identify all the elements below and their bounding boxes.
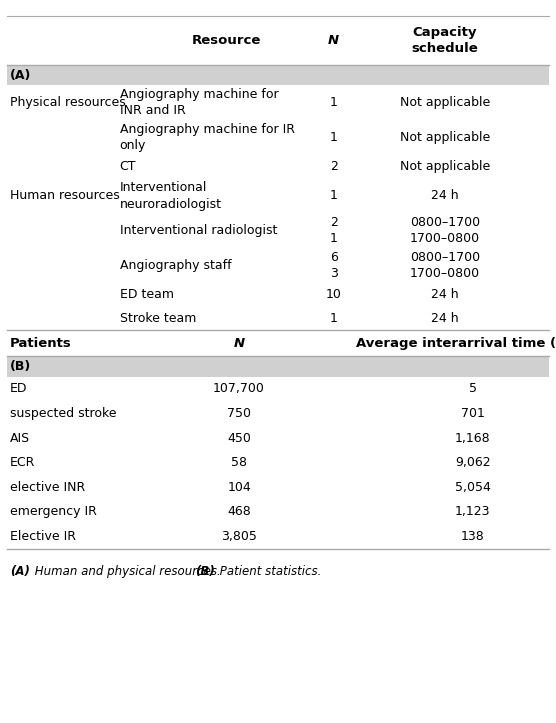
Text: 5: 5 — [469, 382, 476, 395]
Text: Interventional radiologist: Interventional radiologist — [120, 224, 277, 237]
Text: (B): (B) — [10, 360, 31, 373]
Text: elective INR: elective INR — [10, 481, 85, 494]
Text: suspected stroke: suspected stroke — [10, 407, 117, 420]
Text: 0800–1700
1700–0800: 0800–1700 1700–0800 — [410, 216, 480, 245]
Text: 107,700: 107,700 — [213, 382, 265, 395]
Text: 1,168: 1,168 — [455, 432, 490, 445]
Text: Patients: Patients — [10, 337, 72, 350]
Text: 1: 1 — [330, 312, 337, 325]
Text: 2
1: 2 1 — [330, 216, 337, 245]
Text: 3,805: 3,805 — [221, 530, 257, 543]
Text: 1,123: 1,123 — [455, 505, 490, 518]
Text: Angiography machine for IR
only: Angiography machine for IR only — [120, 123, 295, 152]
Text: Stroke team: Stroke team — [120, 312, 196, 325]
Text: 138: 138 — [461, 530, 484, 543]
Text: $\bfit{N}$: $\bfit{N}$ — [327, 34, 340, 47]
Text: (A): (A) — [10, 565, 30, 578]
Text: 9,062: 9,062 — [455, 456, 490, 469]
Bar — [7, 356, 549, 377]
Text: Human resources: Human resources — [10, 189, 120, 202]
Text: Capacity
schedule: Capacity schedule — [411, 26, 478, 55]
Text: Physical resources: Physical resources — [10, 96, 126, 109]
Text: 6
3: 6 3 — [330, 251, 337, 280]
Text: Not applicable: Not applicable — [400, 131, 490, 144]
Text: Patient statistics.: Patient statistics. — [216, 565, 322, 578]
Text: Average interarrival time (min): Average interarrival time (min) — [356, 337, 556, 350]
Text: 0800–1700
1700–0800: 0800–1700 1700–0800 — [410, 251, 480, 280]
Text: (A): (A) — [10, 69, 31, 82]
Text: 24 h: 24 h — [431, 189, 459, 202]
Text: 5,054: 5,054 — [455, 481, 490, 494]
Text: 701: 701 — [461, 407, 484, 420]
Text: Not applicable: Not applicable — [400, 161, 490, 173]
Text: 1: 1 — [330, 131, 337, 144]
Text: $\bfit{N}$: $\bfit{N}$ — [232, 337, 246, 350]
Text: Not applicable: Not applicable — [400, 96, 490, 109]
Text: 2: 2 — [330, 161, 337, 173]
Text: (B): (B) — [195, 565, 215, 578]
Text: ED team: ED team — [120, 288, 173, 301]
Text: Angiography machine for
INR and IR: Angiography machine for INR and IR — [120, 88, 278, 117]
Bar — [7, 65, 549, 85]
Text: ED: ED — [10, 382, 27, 395]
Text: Interventional
neuroradiologist: Interventional neuroradiologist — [120, 181, 221, 210]
Text: 58: 58 — [231, 456, 247, 469]
Text: 750: 750 — [227, 407, 251, 420]
Text: 468: 468 — [227, 505, 251, 518]
Text: Human and physical resources.: Human and physical resources. — [31, 565, 225, 578]
Text: AIS: AIS — [10, 432, 30, 445]
Text: 1: 1 — [330, 189, 337, 202]
Text: Elective IR: Elective IR — [10, 530, 76, 543]
Text: emergency IR: emergency IR — [10, 505, 97, 518]
Text: 450: 450 — [227, 432, 251, 445]
Text: 10: 10 — [326, 288, 341, 301]
Text: 1: 1 — [330, 96, 337, 109]
Text: Angiography staff: Angiography staff — [120, 259, 231, 272]
Text: CT: CT — [120, 161, 136, 173]
Text: 24 h: 24 h — [431, 312, 459, 325]
Text: ECR: ECR — [10, 456, 36, 469]
Text: 24 h: 24 h — [431, 288, 459, 301]
Text: Resource: Resource — [192, 34, 261, 47]
Text: 104: 104 — [227, 481, 251, 494]
